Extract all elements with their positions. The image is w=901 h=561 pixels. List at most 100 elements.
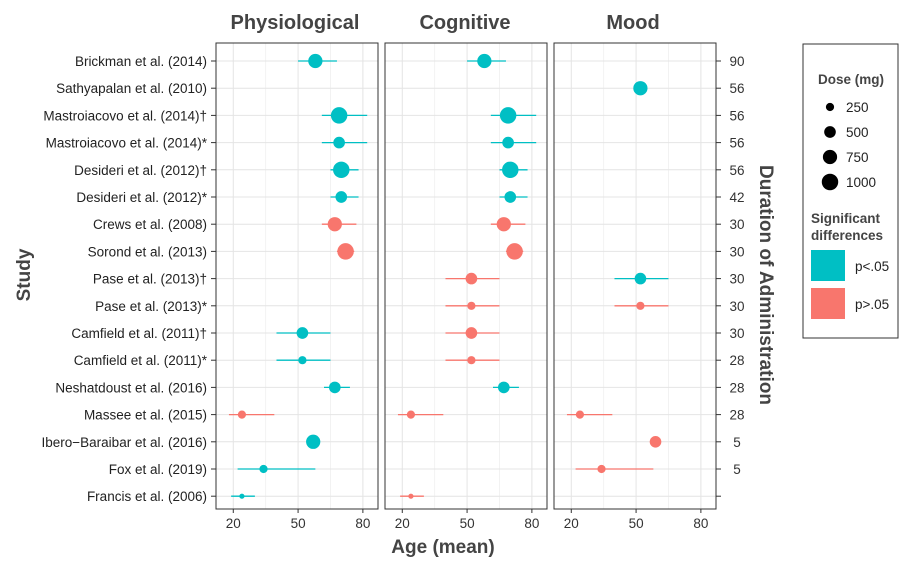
- data-point: [231, 493, 255, 499]
- study-label: Sathyapalan et al. (2010): [56, 81, 207, 96]
- data-point: [445, 327, 500, 339]
- point-marker: [633, 81, 648, 96]
- panel-background: [216, 43, 378, 509]
- data-point: [499, 161, 528, 179]
- panel-title-physiological: Physiological: [231, 12, 360, 34]
- legend-items: 250 500 750 1000 p<.05 p>.05: [811, 100, 889, 319]
- point-marker: [575, 410, 585, 419]
- duration-label: 28: [729, 353, 744, 368]
- study-label: Mastroiacovo et al. (2014)†: [43, 108, 207, 123]
- data-point: [499, 191, 528, 203]
- point-marker: [504, 191, 517, 203]
- legend-dose-title: Dose (mg): [818, 72, 884, 87]
- panel-0: 20 50 80: [215, 42, 379, 531]
- data-point: [306, 434, 321, 449]
- point-marker: [477, 53, 492, 69]
- point-marker: [465, 327, 478, 339]
- point-marker: [467, 356, 476, 365]
- study-label: Mastroiacovo et al. (2014)*: [46, 136, 208, 151]
- point-marker: [506, 243, 523, 260]
- study-label: Camfield et al. (2011)*: [74, 353, 208, 368]
- duration-label: 30: [729, 217, 744, 232]
- point-marker: [296, 327, 309, 339]
- data-point: [298, 53, 337, 69]
- legend-dose-marker: [825, 102, 835, 112]
- point-marker: [335, 191, 348, 203]
- study-label: Camfield et al. (2011)†: [71, 326, 207, 341]
- legend-dose-marker: [824, 126, 836, 138]
- point-marker: [497, 381, 510, 394]
- panel-border: [215, 42, 379, 510]
- point-marker: [337, 243, 354, 260]
- legend-dose-label: 250: [846, 100, 869, 115]
- study-label: Francis et al. (2006): [87, 489, 207, 504]
- x-tick-label: 80: [524, 516, 539, 531]
- data-point: [490, 217, 526, 232]
- point-marker: [634, 272, 647, 285]
- data-point: [324, 381, 350, 394]
- study-label: Massee et al. (2015): [84, 408, 207, 423]
- legend-dose-marker: [821, 173, 839, 191]
- point-marker: [306, 434, 321, 449]
- legend-sig-swatch: [811, 250, 845, 281]
- panels: 20 50 80 20 50 80 20 50 80 Brickman et al. (2014)…: [42, 42, 745, 531]
- data-point: [237, 464, 316, 474]
- x-tick-label: 80: [355, 516, 370, 531]
- data-point: [330, 161, 359, 179]
- point-marker: [502, 136, 514, 149]
- data-point: [467, 53, 506, 69]
- panel-1: 20 50 80: [384, 42, 548, 531]
- data-point: [493, 381, 519, 394]
- x-tick-label: 50: [460, 516, 475, 531]
- data-point: [445, 356, 500, 365]
- point-marker: [499, 107, 517, 124]
- data-point: [276, 327, 331, 339]
- y-axis-title: Study: [14, 248, 35, 301]
- point-marker: [330, 107, 348, 124]
- duration-label: 28: [729, 408, 744, 423]
- duration-label: 56: [729, 136, 744, 151]
- point-marker: [298, 356, 307, 365]
- data-point: [330, 191, 359, 203]
- duration-label: 90: [729, 54, 744, 69]
- x-axis-title: Age (mean): [391, 537, 494, 558]
- y2-axis-title: Duration of Administration: [755, 165, 776, 405]
- point-marker: [408, 493, 414, 499]
- data-point: [321, 136, 368, 149]
- point-marker: [259, 464, 268, 474]
- panel-border: [553, 42, 717, 510]
- study-label: Pase et al. (2013)*: [95, 299, 208, 314]
- duration-label: 56: [729, 163, 744, 178]
- data-point: [400, 493, 424, 499]
- data-point: [505, 243, 524, 260]
- x-tick-label: 80: [693, 516, 708, 531]
- study-label: Ibero−Baraibar et al. (2016): [42, 435, 207, 450]
- panel-2: 20 50 80: [553, 42, 717, 531]
- study-label: Neshatdoust et al. (2016): [55, 380, 207, 395]
- study-label: Desideri et al. (2012)*: [76, 190, 207, 205]
- point-marker: [597, 464, 606, 474]
- data-point: [649, 435, 662, 448]
- data-point: [445, 272, 500, 285]
- duration-label: 30: [729, 272, 744, 287]
- data-point: [336, 243, 355, 260]
- legend-dose-label: 500: [846, 125, 869, 140]
- point-marker: [308, 53, 323, 69]
- panel-title-cognitive: Cognitive: [419, 12, 510, 34]
- data-point: [614, 301, 669, 310]
- duration-label: 28: [729, 380, 744, 395]
- legend-sig-title-line2: differences: [811, 228, 883, 243]
- data-point: [228, 410, 275, 419]
- point-marker: [636, 301, 645, 310]
- point-marker: [237, 410, 247, 419]
- legend-dose-label: 1000: [846, 175, 876, 190]
- x-tick-label: 20: [564, 516, 579, 531]
- data-point: [276, 356, 331, 365]
- study-label: Fox et al. (2019): [109, 462, 207, 477]
- data-point: [321, 217, 357, 232]
- duration-label: 30: [729, 299, 744, 314]
- point-marker: [496, 217, 511, 232]
- study-label: Sorond et al. (2013): [88, 244, 207, 259]
- duration-label: 56: [729, 81, 744, 96]
